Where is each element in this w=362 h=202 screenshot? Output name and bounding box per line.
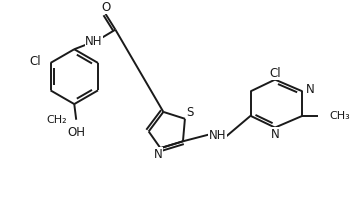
Text: CH₂: CH₂ [47,115,67,125]
Text: N: N [154,147,163,161]
Text: NH: NH [209,129,226,142]
Text: Cl: Cl [29,56,41,68]
Text: OH: OH [67,126,85,139]
Text: O: O [101,1,110,14]
Text: S: S [186,106,194,119]
Text: NH: NH [85,35,102,48]
Text: N: N [306,83,315,96]
Text: N: N [271,128,279,141]
Text: Cl: Cl [269,67,281,80]
Text: CH₃: CH₃ [330,111,351,121]
